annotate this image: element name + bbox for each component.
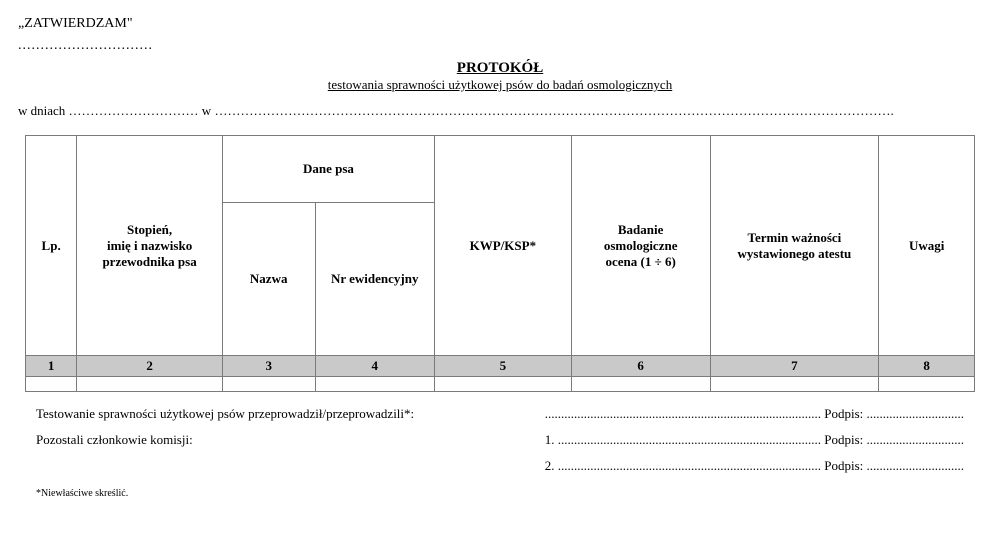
podpis-dots: .............................. (867, 406, 965, 421)
cell (26, 377, 77, 392)
protocol-table: Lp. Stopień, imię i nazwisko przewodnika… (25, 135, 975, 392)
th-badanie: Badanie osmologiczne ocena (1 ÷ 6) (571, 136, 710, 356)
th-handler: Stopień, imię i nazwisko przewodnika psa (77, 136, 223, 356)
member-2-line: 2. .....................................… (545, 458, 964, 474)
date-prefix: w dniach (18, 103, 69, 118)
numcell: 7 (710, 356, 879, 377)
footer-members-row-2: 2. .....................................… (36, 458, 964, 474)
th-dog-group: Dane psa (222, 136, 434, 203)
numcell: 2 (77, 356, 223, 377)
tested-label: Testowanie sprawności użytkowej psów prz… (36, 406, 414, 422)
members-label: Pozostali członkowie komisji: (36, 432, 193, 448)
date-line: w dniach ………………………… w ………………………………………………… (18, 103, 982, 119)
cell (434, 377, 571, 392)
m1-dots: ........................................… (558, 432, 821, 447)
cell (222, 377, 315, 392)
tested-dots: ........................................… (545, 406, 821, 421)
m1-prefix: 1. (545, 432, 558, 447)
date-dots-2: …………………………………………………………………………………………………………… (214, 103, 893, 118)
cell (879, 377, 975, 392)
th-dog-evid: Nr ewidencyjny (315, 203, 434, 356)
cell (571, 377, 710, 392)
tested-sign-line: ........................................… (545, 406, 964, 422)
numcell: 4 (315, 356, 434, 377)
approve-label: „ZATWIERDZAM" (18, 16, 982, 32)
cell (315, 377, 434, 392)
podpis-label: Podpis: (821, 406, 867, 421)
podpis-label: Podpis: (821, 458, 867, 473)
title-sub: testowania sprawności użytkowej psów do … (18, 77, 982, 93)
date-dots-1: ………………………… (69, 103, 199, 118)
th-kwp: KWP/KSP* (434, 136, 571, 356)
th-uwagi: Uwagi (879, 136, 975, 356)
member-1-line: 1. .....................................… (545, 432, 964, 448)
numcell: 1 (26, 356, 77, 377)
date-mid: w (199, 103, 215, 118)
numcell: 6 (571, 356, 710, 377)
podpis-label: Podpis: (821, 432, 867, 447)
title-block: PROTOKÓŁ testowania sprawności użytkowej… (18, 60, 982, 93)
m2-prefix: 2. (545, 458, 558, 473)
title-main: PROTOKÓŁ (18, 60, 982, 77)
numcell: 8 (879, 356, 975, 377)
numcell: 3 (222, 356, 315, 377)
th-dog-name: Nazwa (222, 203, 315, 356)
numcell: 5 (434, 356, 571, 377)
m2-dots: ........................................… (558, 458, 821, 473)
table-row (26, 377, 975, 392)
podpis-dots: .............................. (867, 432, 965, 447)
footnote: *Niewłaściwe skreślić. (36, 488, 982, 499)
cell (77, 377, 223, 392)
table-number-row: 1 2 3 4 5 6 7 8 (26, 356, 975, 377)
th-termin: Termin ważności wystawionego atestu (710, 136, 879, 356)
podpis-dots: .............................. (867, 458, 965, 473)
cell (710, 377, 879, 392)
footer-tested-row: Testowanie sprawności użytkowej psów prz… (36, 406, 964, 422)
approve-signature-line: .............................. (18, 38, 982, 54)
footer-members-row-1: Pozostali członkowie komisji: 1. .......… (36, 432, 964, 448)
th-lp: Lp. (26, 136, 77, 356)
